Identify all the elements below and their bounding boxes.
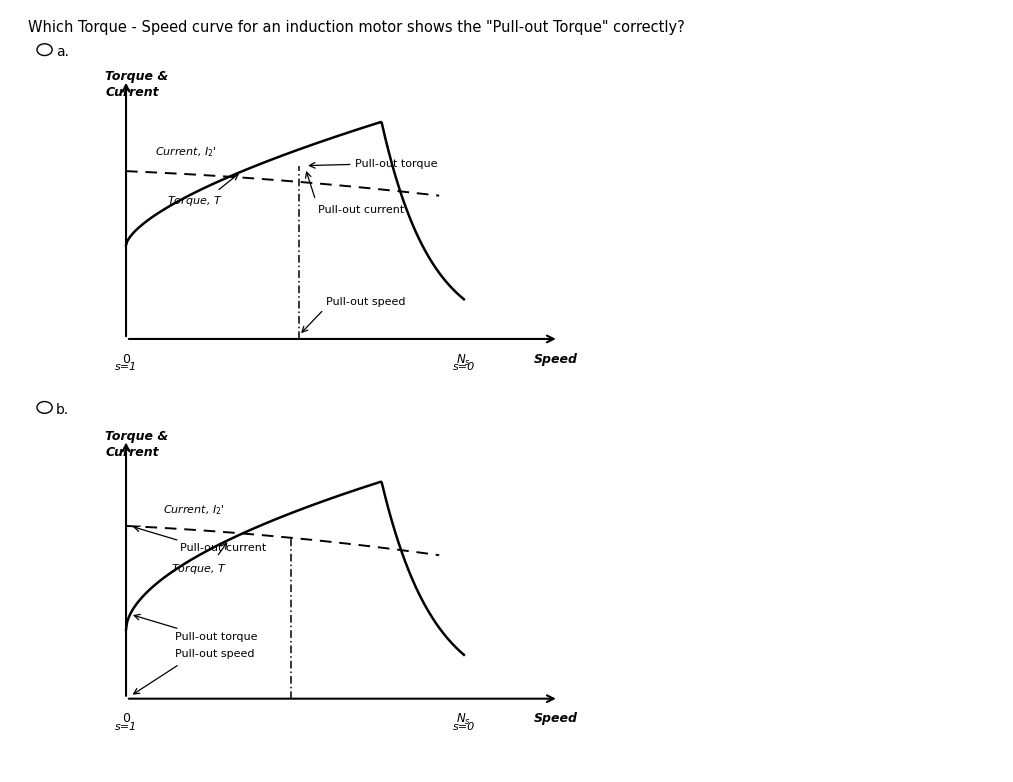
Text: Which Torque - Speed curve for an induction motor shows the "Pull-out Torque" co: Which Torque - Speed curve for an induct…	[28, 20, 685, 34]
Text: a.: a.	[56, 45, 69, 59]
Text: s=0: s=0	[453, 722, 475, 732]
Text: b.: b.	[56, 403, 69, 417]
Text: Pull-out torque: Pull-out torque	[355, 160, 438, 170]
Text: $N_s$: $N_s$	[457, 712, 471, 727]
Text: s=1: s=1	[114, 722, 137, 732]
Text: Torque, $T$: Torque, $T$	[171, 562, 227, 576]
Text: Pull-out speed: Pull-out speed	[326, 297, 405, 307]
Text: Speed: Speed	[534, 353, 578, 365]
Text: Pull-out speed: Pull-out speed	[175, 649, 255, 659]
Text: Current, $I_2$': Current, $I_2$'	[155, 145, 217, 159]
Text: 0: 0	[122, 353, 130, 365]
Text: Pull-out current: Pull-out current	[179, 543, 265, 553]
Text: $N_s$: $N_s$	[457, 353, 471, 368]
Text: Pull-out current: Pull-out current	[318, 205, 404, 215]
Text: Current, $I_2$': Current, $I_2$'	[163, 504, 225, 517]
Text: 0: 0	[122, 712, 130, 725]
Text: Torque, $T$: Torque, $T$	[167, 194, 223, 208]
Text: Pull-out torque: Pull-out torque	[175, 632, 258, 641]
Text: Torque &
Current: Torque & Current	[105, 429, 169, 459]
Text: Speed: Speed	[534, 712, 578, 725]
Text: s=0: s=0	[453, 362, 475, 372]
Text: Torque &
Current: Torque & Current	[105, 70, 169, 99]
Text: s=1: s=1	[114, 362, 137, 372]
